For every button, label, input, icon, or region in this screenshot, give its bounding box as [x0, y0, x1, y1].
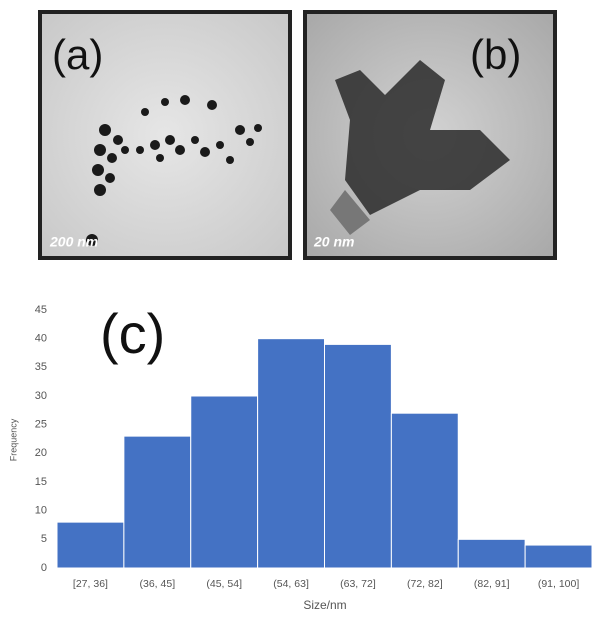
y-tick-label: 0	[41, 562, 47, 574]
panel-label: (c)	[100, 302, 165, 365]
y-tick-label: 5	[41, 533, 47, 545]
y-tick-label: 10	[35, 505, 47, 517]
x-tick-label: (91, 100]	[538, 578, 580, 590]
y-tick-label: 35	[35, 361, 47, 373]
y-tick-label: 30	[35, 390, 47, 402]
histogram: (c) Size/nm Frequency 0 5 10 15 20 25 30 35 40 45…	[8, 302, 592, 612]
y-tick-label: 15	[35, 476, 47, 488]
panel-a: (a) 200 nm	[40, 12, 290, 258]
y-axis-label: Frequency	[8, 418, 18, 461]
y-tick-label: 45	[35, 304, 47, 316]
panel-label: (a)	[52, 31, 103, 78]
y-tick-label: 40	[35, 333, 47, 345]
x-tick-label: [27, 36]	[73, 578, 108, 590]
panel-label: (b)	[470, 31, 521, 78]
y-tick-label: 20	[35, 447, 47, 459]
bar	[391, 413, 458, 568]
bar	[325, 344, 392, 568]
x-tick-label: (54, 63]	[273, 578, 309, 590]
bar	[57, 522, 124, 568]
x-tick-label: (36, 45]	[140, 578, 176, 590]
bar	[525, 545, 592, 568]
bar	[191, 396, 258, 568]
bar	[458, 539, 525, 568]
x-tick-label: (82, 91]	[474, 578, 510, 590]
figure: (a) 200 nm (b) 20 nm (c) Size/nm Frequen…	[0, 0, 594, 620]
scale-bar-label: 20 nm	[313, 234, 354, 250]
x-tick-label: (45, 54]	[206, 578, 242, 590]
x-tick-label: (63, 72]	[340, 578, 376, 590]
x-axis-label: Size/nm	[303, 598, 346, 612]
y-tick-label: 25	[35, 419, 47, 431]
panel-b: (b) 20 nm	[305, 12, 555, 258]
scale-bar-label: 200 nm	[49, 234, 98, 250]
bar	[258, 339, 325, 568]
x-tick-label: (72, 82]	[407, 578, 443, 590]
bar	[124, 436, 191, 568]
